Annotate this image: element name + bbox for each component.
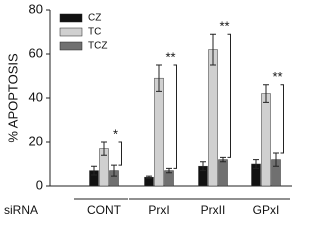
bar xyxy=(208,49,218,187)
legend-label: TCZ xyxy=(88,41,107,52)
significance-label: * xyxy=(113,126,118,141)
y-tick-label: 40 xyxy=(29,89,43,104)
x-tick-label: CONT xyxy=(87,203,122,217)
bar xyxy=(218,159,228,187)
x-tick-label: PrxII xyxy=(201,203,226,217)
error-bar xyxy=(210,33,216,66)
legend-swatch xyxy=(59,27,83,37)
y-axis-label: % APOPTOSIS xyxy=(5,53,20,143)
error-bar xyxy=(156,64,162,92)
x-axis-label: siRNA xyxy=(4,203,38,217)
y-tick-label: 20 xyxy=(29,133,43,148)
legend-label: CZ xyxy=(88,13,101,24)
error-bar xyxy=(166,167,172,174)
significance-label: ** xyxy=(165,49,175,64)
error-bar xyxy=(220,156,226,163)
significance-bracket xyxy=(173,64,177,169)
significance-label: ** xyxy=(219,19,229,34)
legend-swatch xyxy=(59,13,83,23)
error-bar xyxy=(253,159,259,169)
y-tick-label: 80 xyxy=(29,1,43,16)
bar xyxy=(154,77,164,187)
y-tick-label: 0 xyxy=(36,177,43,192)
significance-label: ** xyxy=(272,69,282,84)
x-tick-label: GPxI xyxy=(253,203,280,217)
chart: % APOPTOSIS siRNA 0 20 40 60 80 CZ TC TCZ CONT * P… xyxy=(4,1,292,217)
significance-bracket xyxy=(280,84,284,154)
error-bar xyxy=(263,84,269,103)
error-bar xyxy=(200,161,206,172)
error-bar xyxy=(273,152,279,167)
error-bar xyxy=(101,141,107,156)
legend-swatch xyxy=(59,41,83,51)
legend-label: TC xyxy=(88,27,101,38)
y-tick-label: 60 xyxy=(29,45,43,60)
bar xyxy=(261,93,271,187)
error-bar xyxy=(111,164,117,177)
error-bar xyxy=(146,175,152,179)
significance-bracket xyxy=(118,141,122,166)
x-tick-label: PrxI xyxy=(148,203,169,217)
significance-bracket xyxy=(227,33,231,158)
error-bar xyxy=(91,165,97,176)
